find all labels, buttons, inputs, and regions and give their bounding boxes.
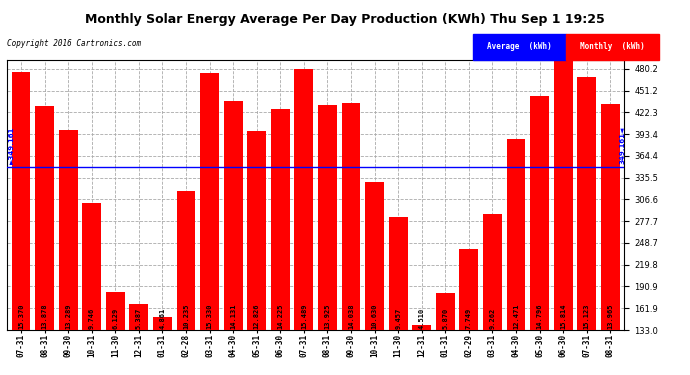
Bar xyxy=(130,304,148,375)
Text: 349.161◄: 349.161◄ xyxy=(620,127,626,164)
Text: 14.131: 14.131 xyxy=(230,303,236,329)
Bar xyxy=(153,317,172,375)
Text: ►349.161: ►349.161 xyxy=(9,127,15,164)
Text: 9.457: 9.457 xyxy=(395,308,401,329)
Text: 12.826: 12.826 xyxy=(254,303,259,329)
Bar xyxy=(578,78,596,375)
Text: 13.965: 13.965 xyxy=(607,303,613,329)
Text: 9.262: 9.262 xyxy=(489,308,495,329)
Text: 10.630: 10.630 xyxy=(372,303,377,329)
Bar xyxy=(295,69,313,375)
Text: 10.235: 10.235 xyxy=(183,303,189,329)
Text: Average  (kWh): Average (kWh) xyxy=(487,42,551,51)
Text: 6.129: 6.129 xyxy=(112,308,118,329)
Bar xyxy=(318,105,337,375)
Bar xyxy=(388,217,408,375)
Text: 15.814: 15.814 xyxy=(560,303,566,329)
Text: 15.123: 15.123 xyxy=(584,303,590,329)
Text: Monthly Solar Energy Average Per Day Production (KWh) Thu Sep 1 19:25: Monthly Solar Energy Average Per Day Pro… xyxy=(85,13,605,26)
Text: 9.746: 9.746 xyxy=(89,308,95,329)
Bar xyxy=(460,249,478,375)
Bar xyxy=(413,325,431,375)
Text: 7.749: 7.749 xyxy=(466,308,472,329)
Text: Copyright 2016 Cartronics.com: Copyright 2016 Cartronics.com xyxy=(7,39,141,48)
Text: 13.878: 13.878 xyxy=(41,303,48,329)
Bar xyxy=(12,72,30,375)
Bar xyxy=(106,292,125,375)
Text: 14.038: 14.038 xyxy=(348,303,354,329)
Text: 15.370: 15.370 xyxy=(18,303,24,329)
Bar xyxy=(177,191,195,375)
Bar xyxy=(59,130,77,375)
Text: 13.289: 13.289 xyxy=(65,303,71,329)
Text: 4.510: 4.510 xyxy=(419,308,425,329)
Text: 15.489: 15.489 xyxy=(301,303,307,329)
Bar xyxy=(224,101,243,375)
Text: 14.225: 14.225 xyxy=(277,303,284,329)
Bar xyxy=(601,104,620,375)
Text: 15.330: 15.330 xyxy=(206,303,213,329)
Bar xyxy=(342,103,360,375)
Bar xyxy=(35,106,54,375)
Bar xyxy=(200,73,219,375)
Text: Monthly  (kWh): Monthly (kWh) xyxy=(580,42,644,51)
Text: 12.471: 12.471 xyxy=(513,303,519,329)
Bar xyxy=(483,214,502,375)
Bar xyxy=(271,109,290,375)
Text: 14.796: 14.796 xyxy=(537,303,542,329)
Bar xyxy=(554,62,573,375)
Bar xyxy=(506,139,526,375)
Text: 5.870: 5.870 xyxy=(442,308,448,329)
Bar xyxy=(82,203,101,375)
Bar xyxy=(365,182,384,375)
Bar xyxy=(530,96,549,375)
Bar xyxy=(436,293,455,375)
Bar xyxy=(247,131,266,375)
Text: 5.387: 5.387 xyxy=(136,308,142,329)
Text: 13.925: 13.925 xyxy=(324,303,331,329)
Text: 4.861: 4.861 xyxy=(159,308,166,329)
